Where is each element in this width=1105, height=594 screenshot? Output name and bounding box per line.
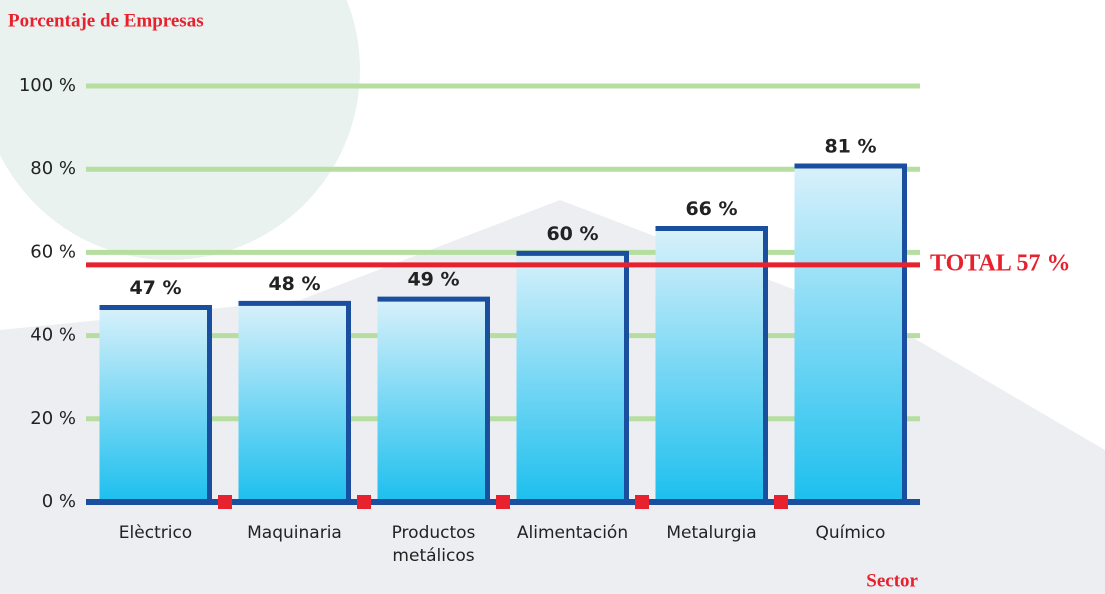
x-tick-label: Metalurgia — [666, 523, 757, 543]
x-tick-label: Alimentación — [516, 523, 629, 543]
separator — [496, 495, 510, 509]
separator — [635, 495, 649, 509]
reference-label: TOTAL 57 % — [930, 250, 1070, 276]
background-shape — [0, 0, 360, 260]
y-tick-label: 40 % — [30, 325, 76, 346]
x-tick-label: Maquinaria — [247, 523, 342, 543]
y-tick-label: 100 % — [19, 75, 76, 96]
bar — [238, 302, 351, 502]
bar — [377, 298, 490, 502]
x-axis-title: Sector — [866, 570, 918, 591]
value-label: 48 % — [268, 273, 320, 295]
value-label: 60 % — [546, 223, 598, 245]
bar-edge — [377, 296, 490, 502]
bar — [655, 227, 768, 502]
x-tick-label: Químico — [815, 523, 886, 543]
bar — [99, 306, 212, 502]
bar-edge — [516, 250, 629, 502]
separator — [774, 495, 788, 509]
bar — [516, 252, 629, 502]
bar-edge — [99, 304, 212, 502]
y-tick-label: 20 % — [30, 408, 76, 429]
x-tick-label: Productos metálicos — [391, 523, 476, 566]
separator — [218, 495, 232, 509]
value-label: 47 % — [129, 277, 181, 299]
value-label: 81 % — [824, 136, 876, 158]
y-tick-label: 60 % — [30, 241, 76, 262]
bar-edge — [794, 163, 907, 502]
bar-edge — [655, 225, 768, 502]
y-tick-label: 0 % — [42, 491, 76, 512]
bar-edge — [238, 300, 351, 502]
y-tick-label: 80 % — [30, 158, 76, 179]
x-tick-label: Elèctrico — [118, 523, 193, 543]
value-label: 66 % — [685, 198, 737, 220]
value-label: 49 % — [407, 269, 459, 291]
y-axis-title: Porcentaje de Empresas — [8, 10, 204, 31]
separator — [357, 495, 371, 509]
bar — [794, 165, 907, 503]
